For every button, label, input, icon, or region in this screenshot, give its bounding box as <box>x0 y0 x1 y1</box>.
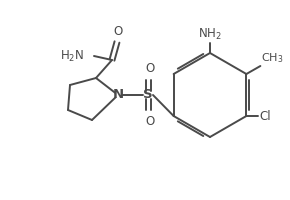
Text: N: N <box>113 88 124 102</box>
Text: NH$_2$: NH$_2$ <box>198 27 222 42</box>
Text: H$_2$N: H$_2$N <box>60 48 84 64</box>
Text: O: O <box>145 62 155 75</box>
Text: S: S <box>143 88 153 102</box>
Text: CH$_3$: CH$_3$ <box>261 51 284 65</box>
Text: Cl: Cl <box>259 110 271 122</box>
Text: O: O <box>113 25 123 38</box>
Text: O: O <box>145 115 155 128</box>
